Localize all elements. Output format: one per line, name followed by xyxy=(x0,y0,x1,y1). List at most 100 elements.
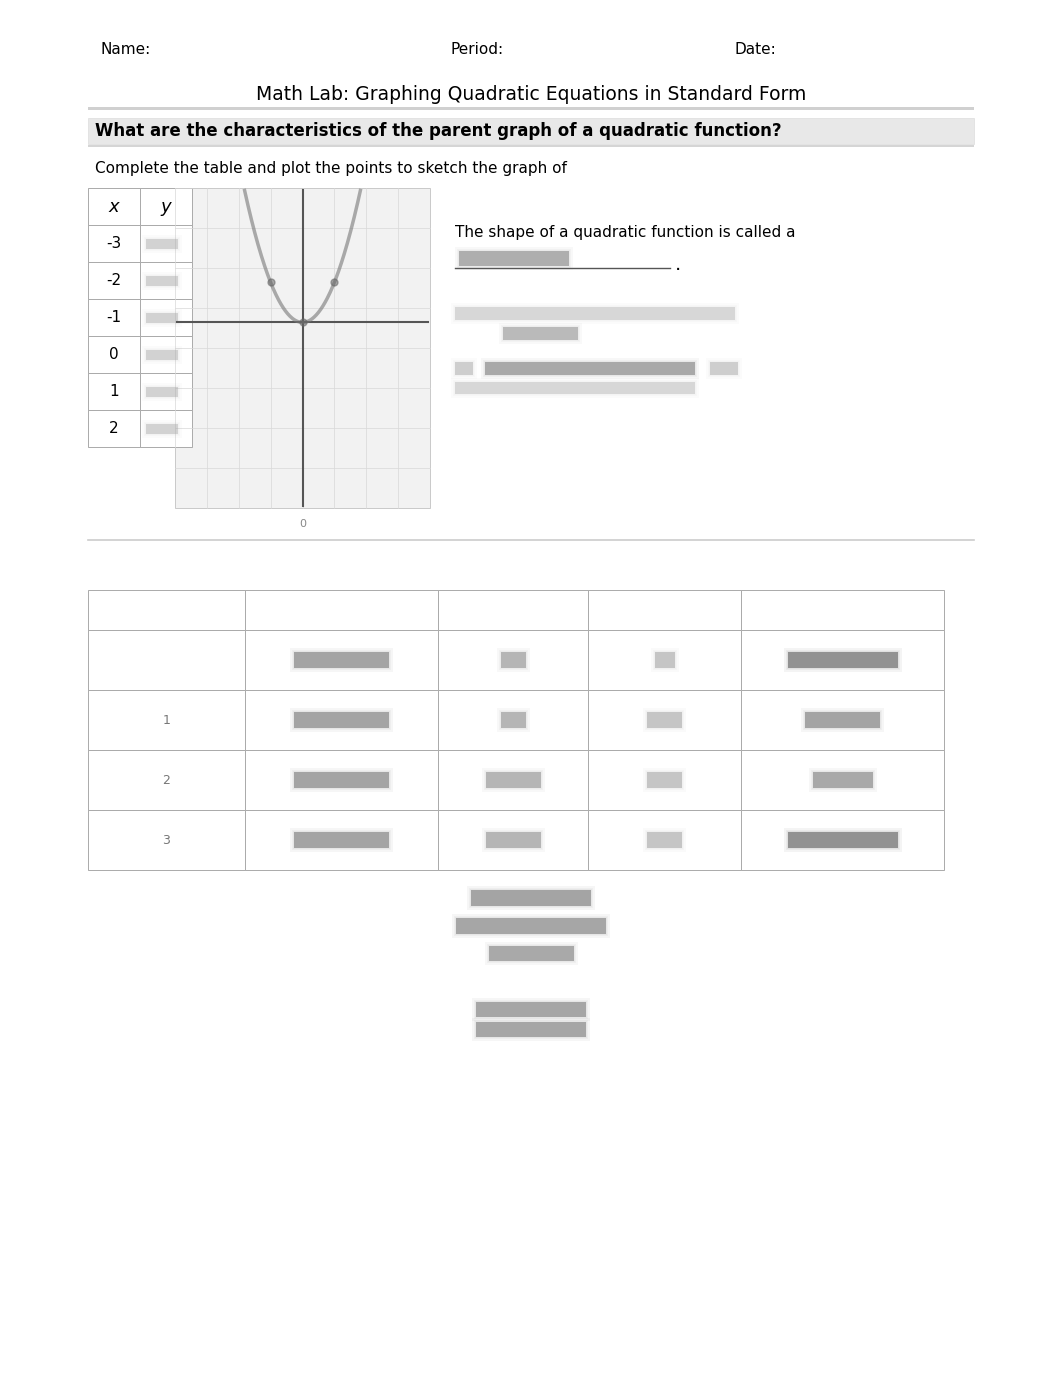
Bar xyxy=(475,1020,587,1038)
Bar xyxy=(455,362,473,375)
Text: 2: 2 xyxy=(162,774,170,786)
Bar xyxy=(144,310,179,325)
Bar xyxy=(294,772,389,788)
Bar xyxy=(88,262,140,299)
Text: Complete the table and plot the points to sketch the graph of: Complete the table and plot the points t… xyxy=(95,161,567,175)
Bar xyxy=(483,770,543,790)
Bar xyxy=(476,1002,586,1018)
Bar xyxy=(481,768,545,792)
Bar xyxy=(499,711,527,728)
Bar xyxy=(651,649,679,672)
Bar xyxy=(144,347,179,362)
Bar xyxy=(652,650,676,671)
Bar xyxy=(784,649,902,672)
Bar xyxy=(787,830,898,850)
Bar xyxy=(788,832,897,848)
Bar xyxy=(810,770,874,790)
Bar xyxy=(142,420,182,438)
Bar xyxy=(144,237,179,251)
Bar xyxy=(484,942,578,965)
Text: The shape of a quadratic function is called a: The shape of a quadratic function is cal… xyxy=(455,226,795,241)
Bar xyxy=(245,810,438,870)
Bar xyxy=(292,770,391,790)
Bar xyxy=(456,918,606,934)
Bar xyxy=(588,631,741,690)
Bar xyxy=(654,651,674,668)
Bar xyxy=(474,1020,588,1040)
Bar xyxy=(88,810,245,870)
Text: Period:: Period: xyxy=(450,43,503,58)
Bar xyxy=(140,299,192,336)
Bar xyxy=(455,917,607,935)
Bar xyxy=(643,828,686,852)
Bar xyxy=(294,772,389,788)
Text: 0: 0 xyxy=(299,519,306,529)
Bar xyxy=(145,238,178,248)
Bar xyxy=(144,384,179,398)
Bar xyxy=(144,421,179,435)
Bar xyxy=(484,771,542,789)
Bar xyxy=(145,387,178,397)
Bar xyxy=(293,651,390,669)
Bar xyxy=(498,711,528,730)
Bar xyxy=(453,381,696,395)
Text: 1: 1 xyxy=(162,713,170,727)
Bar xyxy=(294,832,389,848)
Bar xyxy=(476,1022,586,1037)
Bar xyxy=(647,832,682,848)
Text: Name:: Name: xyxy=(100,43,150,58)
Bar xyxy=(486,945,576,963)
Bar xyxy=(456,918,606,934)
Bar xyxy=(472,998,590,1020)
Bar xyxy=(805,712,880,728)
Bar xyxy=(294,712,389,728)
Bar xyxy=(588,690,741,750)
Bar xyxy=(245,690,438,750)
Bar xyxy=(88,224,140,262)
Bar xyxy=(293,830,390,850)
Bar xyxy=(438,631,588,690)
Bar xyxy=(245,631,438,690)
Bar xyxy=(438,750,588,810)
Bar xyxy=(588,750,741,810)
Bar xyxy=(788,651,897,668)
Bar xyxy=(643,708,686,733)
Bar xyxy=(485,362,695,375)
Bar xyxy=(645,711,684,730)
Bar xyxy=(175,189,430,508)
Bar xyxy=(438,810,588,870)
Bar xyxy=(786,830,900,850)
Bar xyxy=(140,373,192,410)
Text: -3: -3 xyxy=(106,235,122,251)
Bar xyxy=(741,690,944,750)
Bar xyxy=(452,914,610,938)
Bar xyxy=(451,379,699,398)
Bar xyxy=(803,711,883,730)
Bar xyxy=(145,423,179,435)
Bar xyxy=(741,631,944,690)
Bar xyxy=(481,828,545,852)
Bar xyxy=(88,118,974,145)
Bar xyxy=(88,336,140,373)
Bar xyxy=(145,313,178,322)
Bar xyxy=(455,381,695,394)
Bar xyxy=(472,890,590,906)
Bar xyxy=(145,387,178,397)
Bar xyxy=(588,810,741,870)
Bar xyxy=(88,589,245,631)
Bar xyxy=(458,251,570,267)
Bar xyxy=(145,386,179,398)
Bar xyxy=(459,251,569,266)
Bar xyxy=(292,830,391,850)
Bar xyxy=(741,589,944,631)
Bar xyxy=(497,708,530,733)
Bar xyxy=(142,271,182,289)
Bar xyxy=(646,830,683,850)
Bar xyxy=(140,336,192,373)
Bar xyxy=(710,362,738,375)
Bar xyxy=(484,830,542,850)
Bar xyxy=(455,307,735,319)
Bar xyxy=(499,651,527,669)
Bar xyxy=(294,832,389,848)
Bar xyxy=(453,361,474,376)
